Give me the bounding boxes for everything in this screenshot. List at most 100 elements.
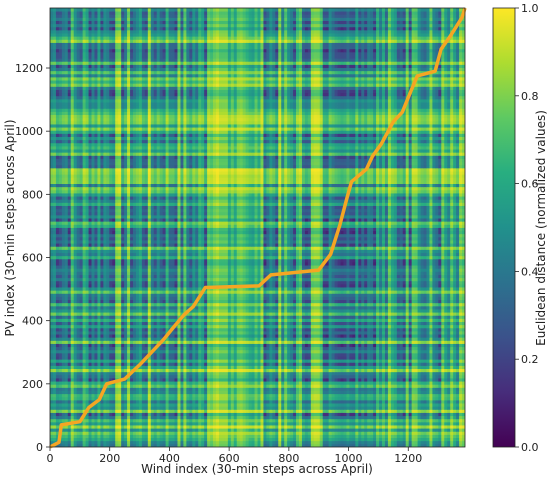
heatmap-cell [165,431,169,435]
heatmap-cell [456,378,460,382]
heatmap-cell [402,406,407,410]
heatmap-cell [272,349,276,354]
heatmap-cell [319,434,324,438]
heatmap-cell [420,431,424,435]
heatmap-cell [450,403,454,407]
heatmap-cell [58,365,63,370]
heatmap-cell [263,387,267,391]
heatmap-cell [322,399,327,404]
heatmap-cell [174,396,178,401]
heatmap-cell [216,421,220,426]
heatmap-cell [168,337,172,341]
heatmap-cell [218,431,223,435]
heatmap-cell [393,428,398,432]
heatmap-cell [429,352,433,357]
heatmap-cell [236,393,241,398]
heatmap-cell [64,352,69,357]
heatmap-cell [67,396,72,401]
heatmap-cell [97,365,101,370]
heatmap-cell [462,425,465,429]
heatmap-cell [316,443,321,447]
heatmap-cell [420,371,424,376]
heatmap-cell [79,434,83,438]
heatmap-cell [201,440,205,445]
heatmap-cell [331,368,335,373]
heatmap-cell [393,381,398,385]
heatmap-cell [396,390,401,395]
heatmap-cell [124,334,128,338]
heatmap-cell [189,396,193,401]
heatmap-cell [198,343,202,348]
heatmap-cell [130,378,134,382]
heatmap-cell [130,387,134,391]
heatmap-cell [106,346,110,351]
heatmap-cell [177,381,181,385]
heatmap-cell [307,346,312,351]
heatmap-cell [159,337,164,341]
heatmap-cell [236,396,241,401]
heatmap-cell [384,362,389,366]
heatmap-cell [313,440,318,445]
heatmap-cell [370,387,374,391]
heatmap-cell [248,371,252,376]
heatmap-cell [168,406,172,410]
heatmap-cell [387,412,392,417]
heatmap-cell [382,399,386,404]
heatmap-cell [402,368,407,373]
heatmap-cell [435,362,439,366]
heatmap-cell [50,409,54,413]
heatmap-cell [213,434,217,438]
heatmap-cell [358,349,362,354]
heatmap-cell [73,437,78,442]
heatmap-cell [213,428,217,432]
heatmap-cell [76,431,81,435]
heatmap-cell [325,443,330,447]
heatmap-cell [156,334,161,338]
heatmap-cell [204,349,208,354]
heatmap-cell [290,390,294,395]
heatmap-cell [420,378,424,382]
heatmap-cell [153,434,158,438]
heatmap-cell [450,431,454,435]
heatmap-cell [307,374,312,379]
heatmap-cell [361,434,365,438]
heatmap-cell [456,359,460,363]
heatmap-cell [301,437,306,442]
heatmap-cell [150,340,155,344]
heatmap-cell [299,381,303,385]
heatmap-cell [82,425,86,429]
heatmap-cell [82,421,86,426]
heatmap-cell [254,415,258,420]
heatmap-cell [408,387,413,391]
heatmap-cell [441,403,445,407]
heatmap-cell [334,371,338,376]
heatmap-cell [319,418,324,423]
heatmap-cell [462,418,465,423]
heatmap-cell [263,365,267,370]
heatmap-cell [106,349,110,354]
heatmap-cell [393,415,398,420]
heatmap-cell [376,384,380,388]
heatmap-cell [355,362,359,366]
heatmap-cell [346,387,350,391]
heatmap-cell [266,425,270,429]
heatmap-cell [260,378,264,382]
heatmap-cell [379,443,383,447]
heatmap-cell [207,396,211,401]
heatmap-cell [444,418,448,423]
heatmap-cell [177,415,181,420]
heatmap-cell [444,359,448,363]
heatmap-cell [435,352,439,357]
heatmap-cell [441,359,445,363]
heatmap-cell [322,356,327,360]
heatmap-cell [438,349,442,354]
heatmap-cell [319,406,324,410]
heatmap-cell [58,374,63,379]
heatmap-cell [313,368,318,373]
heatmap-cell [447,359,451,363]
heatmap-cell [198,440,202,445]
heatmap-cell [112,346,116,351]
heatmap-cell [414,393,418,398]
heatmap-cell [364,359,368,363]
heatmap-cell [159,378,164,382]
